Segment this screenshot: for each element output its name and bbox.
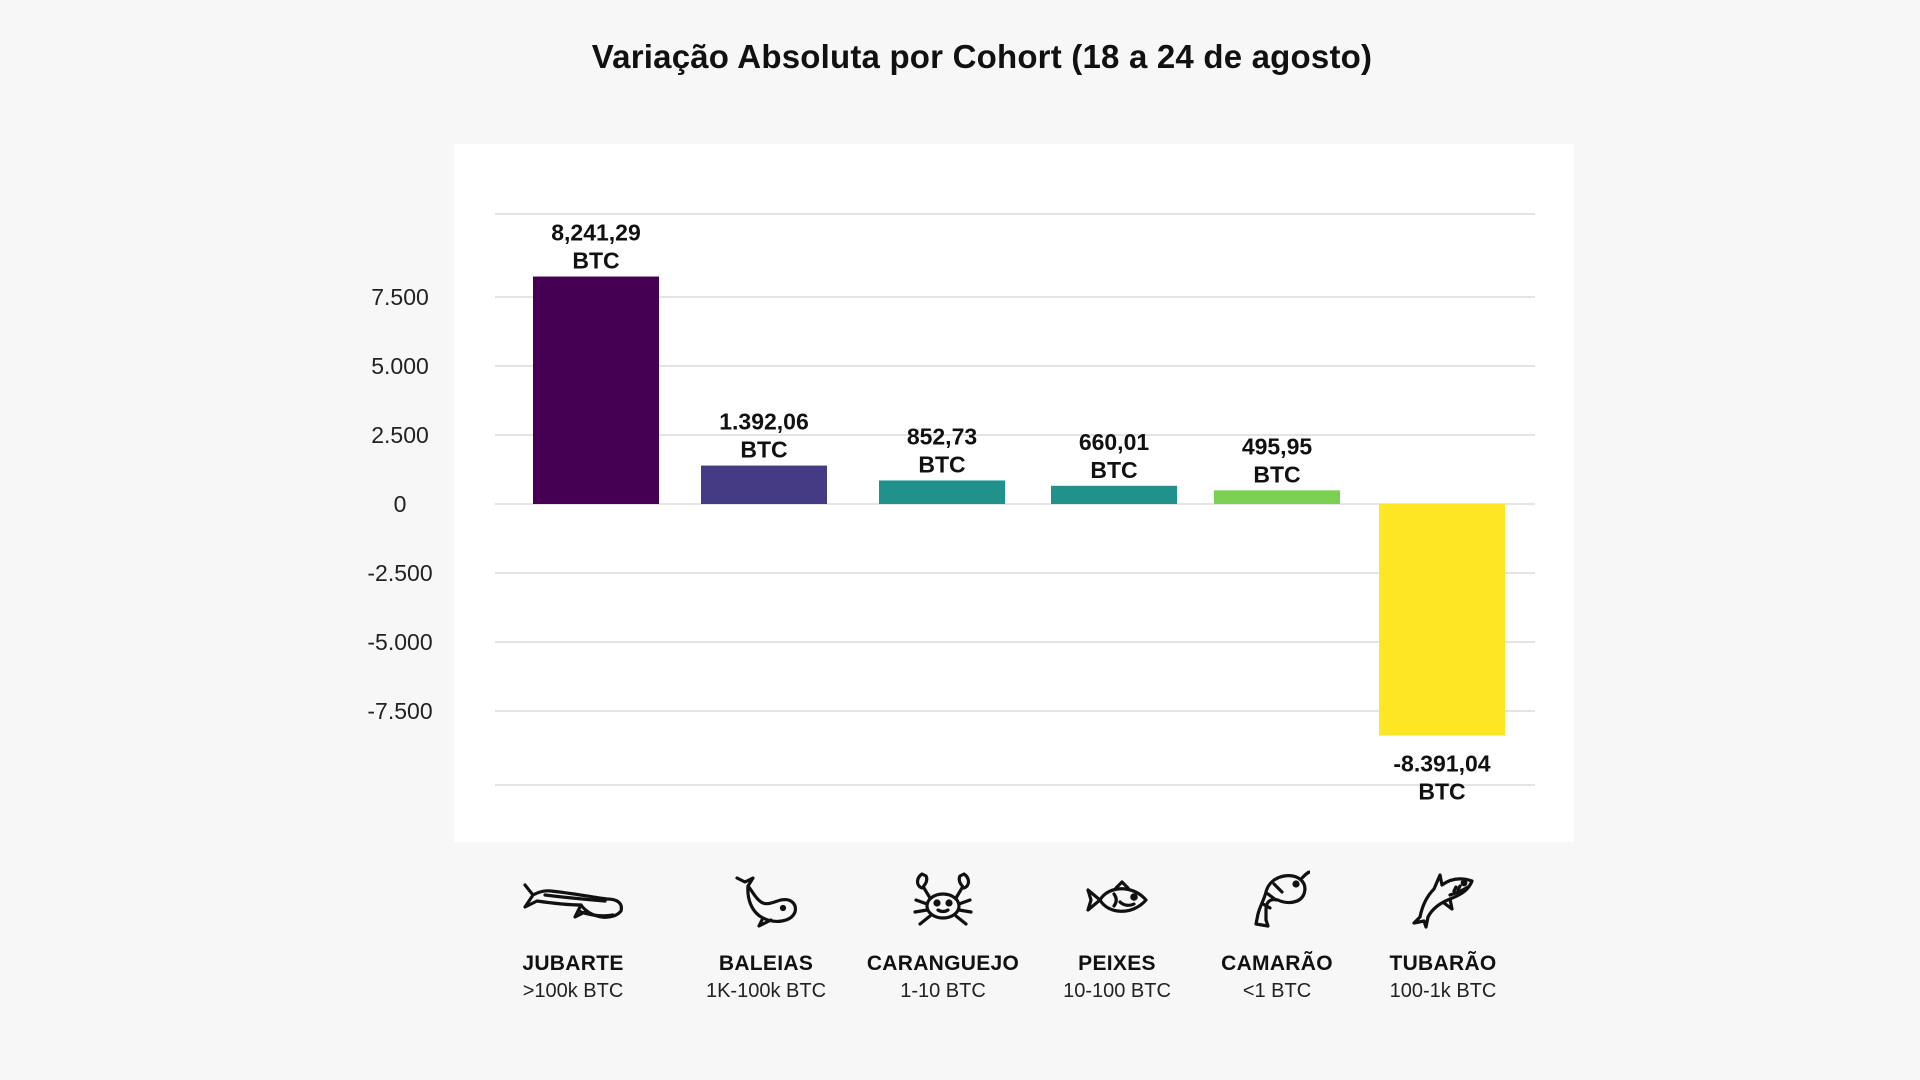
bar-caranguejo [879,480,1005,504]
bar-camarão [1214,490,1340,504]
data-label-value: 660,01 [1079,429,1150,455]
cohort-jubarte: JUBARTE >100k BTC [478,868,668,1003]
data-label-value: 1.392,06 [719,409,809,435]
data-label-unit: BTC [740,437,787,463]
cohort-range: 100-1k BTC [1389,980,1497,1002]
cohort-name: CAMARÃO [1221,952,1333,975]
y-tick-label: -7.500 [367,698,432,724]
cohort-range: >100k BTC [522,980,624,1002]
y-tick-label: -5.000 [367,629,432,655]
bar-baleias [701,465,827,504]
data-label-value: 8,241,29 [551,220,641,246]
data-label-value: 852,73 [907,423,977,449]
chart-title: Variação Absoluta por Cohort (18 a 24 de… [591,38,1373,75]
cohort-tubarao: TUBARÃO 100-1k BTC [1348,868,1538,1003]
fish-icon [1022,868,1212,932]
cohort-baleias: BALEIAS 1K-100k BTC [671,868,861,1003]
whale-icon [671,868,861,932]
cohort-range: 10-100 BTC [1063,980,1171,1002]
cohort-range: <1 BTC [1242,980,1312,1002]
y-tick-label: 5.000 [371,353,429,379]
shark-icon [1348,868,1538,932]
cohort-name: CARANGUEJO [866,952,1020,975]
data-label-unit: BTC [1090,457,1137,483]
y-tick-label: 2.500 [371,422,429,448]
cohort-caranguejo: CARANGUEJO 1-10 BTC [848,868,1038,1003]
cohort-camarao: CAMARÃO <1 BTC [1182,868,1372,1003]
data-label-unit: BTC [1253,461,1300,487]
y-tick-label: 7.500 [371,284,429,310]
bar-jubarte [533,276,659,504]
bar-tubarão [1379,504,1505,736]
cohort-peixes: PEIXES 10-100 BTC [1022,868,1212,1003]
cohort-name: PEIXES [1078,952,1156,975]
bar-peixes [1051,485,1177,504]
data-label-unit: BTC [572,248,619,274]
data-label-value: 495,95 [1242,433,1313,459]
y-tick-label: -2.500 [367,560,432,586]
crab-icon [848,868,1038,932]
data-label-unit: BTC [1418,779,1465,805]
data-label-value: -8.391,04 [1393,751,1490,777]
shrimp-icon [1182,868,1372,932]
humpback-whale-icon [478,868,668,932]
cohort-name: JUBARTE [522,952,624,975]
y-tick-label: 0 [394,491,407,517]
cohort-range: 1K-100k BTC [705,980,827,1002]
data-label-unit: BTC [918,451,965,477]
cohort-range: 1-10 BTC [900,980,986,1002]
cohort-name: BALEIAS [718,952,814,975]
cohort-name: TUBARÃO [1389,952,1497,975]
